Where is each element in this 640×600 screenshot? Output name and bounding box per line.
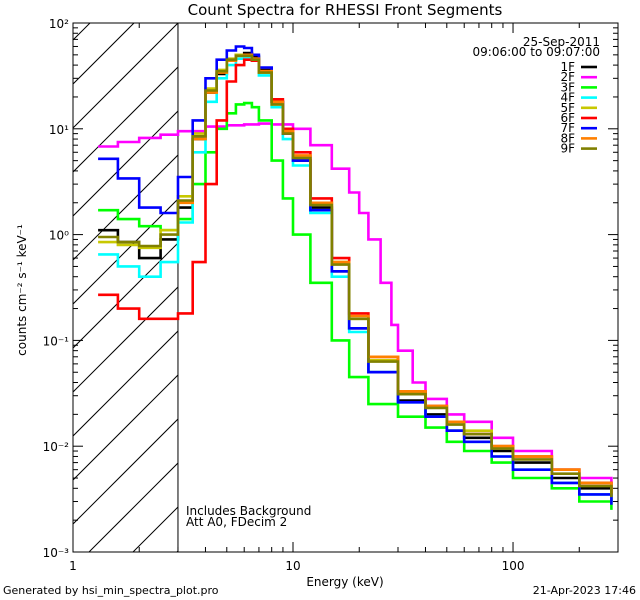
series-9F-line: [98, 54, 613, 498]
legend-label-5F: 5F: [560, 101, 575, 115]
hatch-line: [73, 198, 178, 305]
legend-label-3F: 3F: [560, 80, 575, 94]
x-tick-label: 100: [502, 559, 525, 573]
y-tick-label: 10⁻²: [43, 440, 70, 454]
x-tick-label: 10: [285, 559, 300, 573]
y-axis-label: counts cm⁻² s⁻¹ keV⁻¹: [15, 224, 29, 356]
legend-label-6F: 6F: [560, 111, 575, 125]
y-tick-label: 10²: [49, 17, 69, 31]
series-4F-line: [98, 56, 613, 502]
hatch-line: [73, 154, 178, 261]
x-axis-label: Energy (keV): [306, 575, 383, 589]
chart-title: Count Spectra for RHESSI Front Segments: [188, 1, 503, 19]
axis-tick-labels: 1 10 100 10⁻³ 10⁻² 10⁻¹ 10⁰ 10¹ 10²: [43, 17, 525, 573]
series-8F-line: [178, 53, 613, 495]
y-tick-label: 10⁻¹: [43, 334, 70, 348]
hatch-line: [73, 418, 178, 525]
legend-label-8F: 8F: [560, 131, 575, 145]
series-5F-line: [98, 53, 613, 495]
legend-label-9F: 9F: [560, 142, 575, 156]
legend-label-7F: 7F: [560, 121, 575, 135]
plot-frame: [72, 22, 619, 553]
legend-label-4F: 4F: [560, 91, 575, 105]
hatch-line: [0, 0, 77, 552]
hatch-line: [73, 242, 178, 349]
series-7F-line: [98, 45, 613, 505]
y-tick-label: 10¹: [49, 123, 69, 137]
series-layer: [98, 45, 613, 510]
x-tick-label: 1: [69, 559, 77, 573]
y-tick-label: 10⁰: [49, 229, 69, 243]
time-range-label: 09:06:00 to 09:07:00: [473, 45, 600, 59]
excluded-energy-hatch: [0, 0, 640, 552]
hatch-line: [265, 0, 640, 552]
annotation-line-1: Includes Background: [186, 504, 311, 518]
series-6F-line: [98, 58, 613, 495]
generated-by-label: Generated by hsi_min_spectra_plot.pro: [3, 584, 219, 597]
hatch-line: [73, 66, 178, 173]
series-2F-line: [98, 122, 613, 489]
axis-ticks: [72, 22, 619, 553]
annotation-line-2: Att A0, FDecim 2: [186, 515, 287, 529]
series-3F-line: [98, 101, 613, 510]
legend-label-2F: 2F: [560, 70, 575, 84]
y-tick-label: 10⁻³: [43, 546, 70, 560]
hatch-line: [73, 374, 178, 481]
timestamp-label: 21-Apr-2023 17:46: [533, 584, 636, 597]
date-label: 25-Sep-2011: [523, 35, 600, 49]
series-1F-line: [98, 51, 613, 502]
legend-label-1F: 1F: [560, 60, 575, 74]
hatch-line: [73, 23, 178, 129]
